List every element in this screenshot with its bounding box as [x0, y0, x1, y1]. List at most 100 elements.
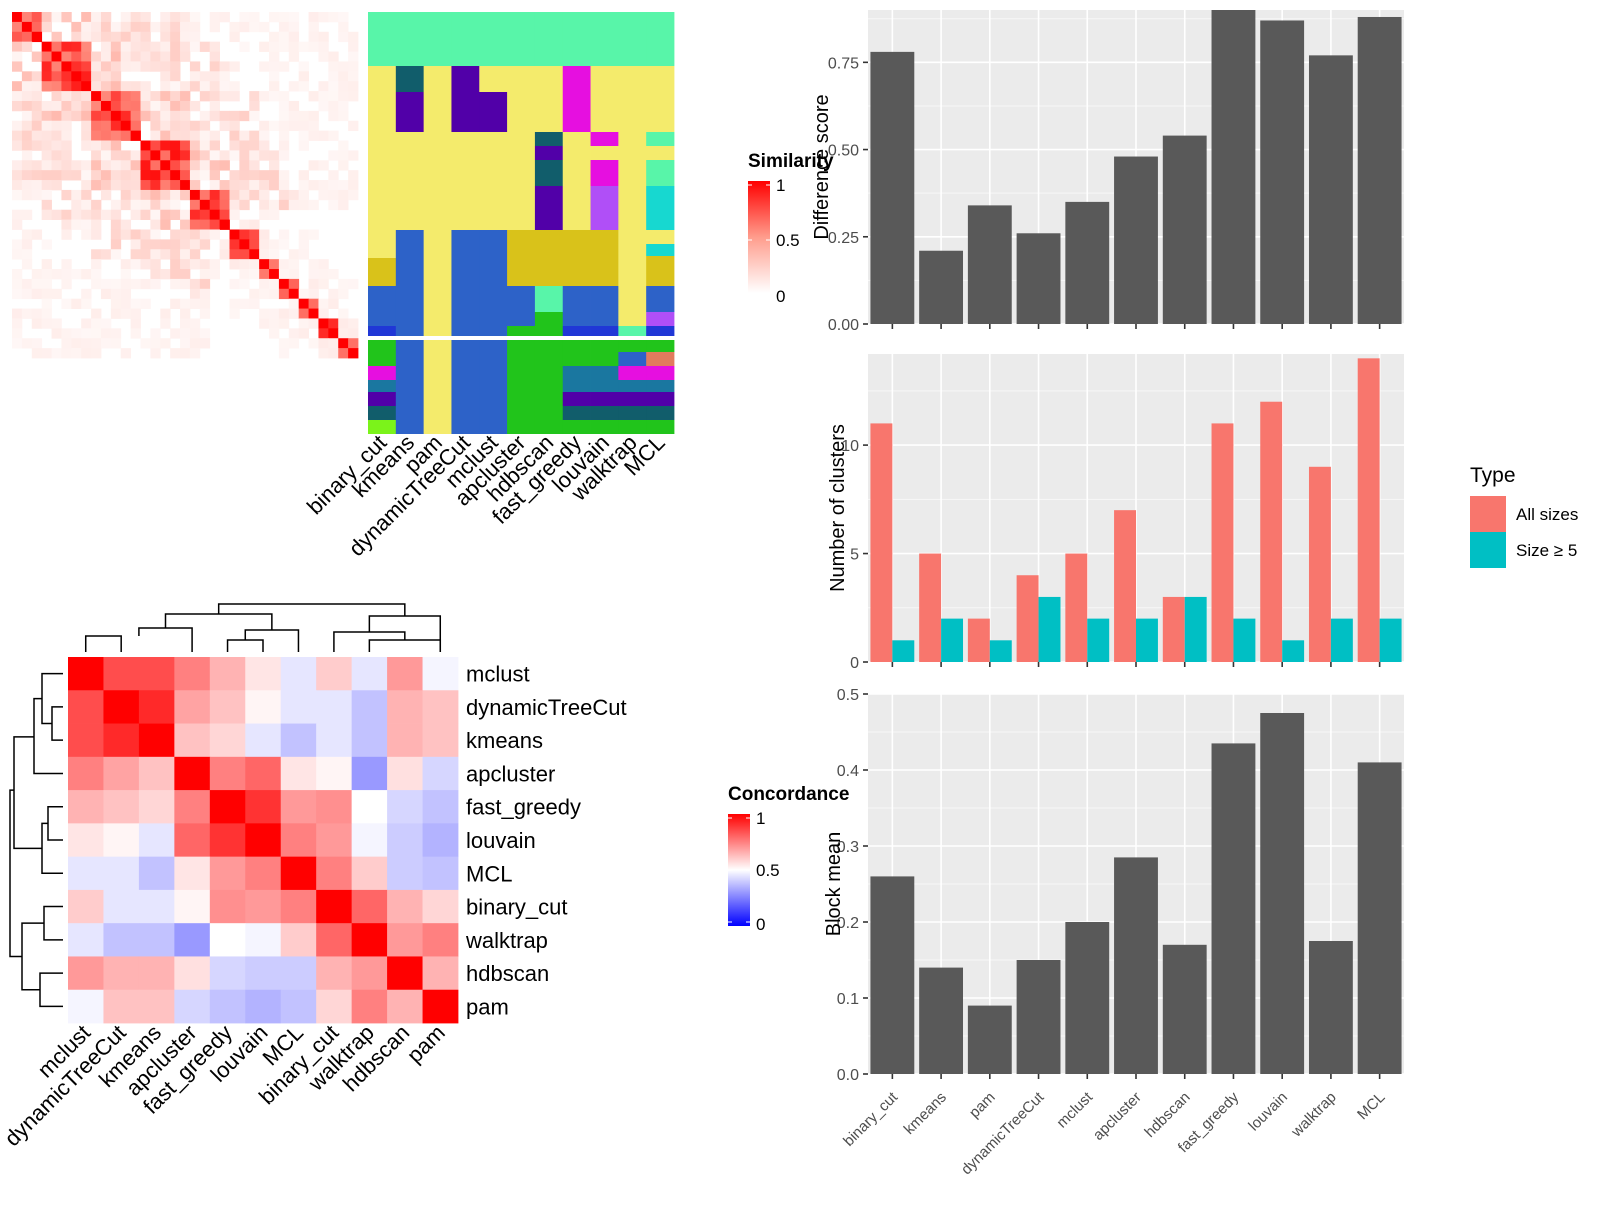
similarity-cell — [61, 120, 72, 132]
similarity-cell — [288, 298, 300, 309]
similarity-cell — [318, 278, 329, 290]
similarity-cell — [71, 328, 82, 339]
similarity-cell — [328, 100, 339, 112]
similarity-cell — [71, 219, 82, 230]
similarity-cell — [219, 199, 230, 211]
assignment-cell — [618, 66, 647, 326]
similarity-cell — [249, 140, 260, 151]
similarity-cell — [180, 91, 191, 102]
similarity-cell — [160, 91, 171, 102]
similarity-cell — [71, 170, 82, 181]
concordance-cell — [280, 989, 317, 1024]
concordance-cell — [138, 723, 175, 758]
similarity-cell — [209, 61, 220, 72]
similarity-cell — [120, 170, 132, 181]
similarity-cell — [91, 81, 102, 92]
bar-all-sizes — [1016, 575, 1039, 662]
y-axis-tick-label: 5 — [850, 547, 859, 564]
similarity-cell — [308, 41, 319, 52]
similarity-cell — [338, 308, 349, 319]
similarity-cell — [170, 140, 181, 151]
similarity-cell — [318, 160, 329, 171]
type-legend-title: Type — [1470, 464, 1516, 487]
similarity-cell — [338, 288, 349, 300]
similarity-cell — [120, 81, 132, 92]
similarity-cell — [269, 180, 280, 191]
similarity-cell — [100, 71, 112, 82]
similarity-cell — [150, 51, 161, 62]
similarity-cell — [61, 338, 72, 349]
similarity-cell — [41, 180, 52, 191]
similarity-cell — [269, 308, 280, 319]
similarity-cell — [170, 229, 181, 240]
assignment-cell — [368, 326, 397, 336]
assignment-cell — [507, 340, 536, 434]
concordance-cell — [209, 723, 246, 758]
similarity-cell — [278, 31, 290, 43]
similarity-cell — [51, 150, 62, 161]
similarity-cell — [31, 31, 43, 43]
similarity-cell — [259, 229, 270, 240]
concordance-cell — [209, 790, 246, 824]
similarity-cell — [180, 41, 191, 52]
similarity-cell — [180, 21, 191, 33]
similarity-cell — [110, 41, 122, 52]
similarity-cell — [180, 298, 191, 309]
similarity-cell — [91, 120, 102, 132]
assignment-cell — [618, 406, 647, 420]
concordance-cell — [209, 956, 246, 991]
concordance-cell — [387, 690, 423, 724]
concordance-cell — [422, 956, 459, 991]
similarity-cell — [140, 21, 151, 33]
similarity-cell — [140, 199, 151, 211]
similarity-cell — [239, 140, 250, 151]
bar — [1114, 857, 1158, 1074]
similarity-cell — [130, 160, 141, 171]
similarity-cell — [170, 160, 181, 171]
similarity-cell — [189, 130, 201, 141]
concordance-cell — [138, 657, 175, 691]
similarity-cell — [81, 41, 92, 52]
similarity-cell — [338, 348, 349, 359]
assignment-cell — [646, 312, 675, 326]
concordance-cell — [103, 690, 140, 724]
similarity-cell — [91, 318, 102, 329]
similarity-cell — [170, 100, 181, 112]
similarity-cell — [31, 140, 43, 151]
similarity-cell — [318, 308, 329, 319]
similarity-cell — [348, 51, 359, 62]
assignment-cell — [590, 392, 619, 406]
similarity-cell — [61, 269, 72, 280]
bar-size-5 — [1087, 618, 1110, 662]
similarity-cell — [31, 81, 43, 92]
similarity-cell — [229, 170, 240, 181]
similarity-cell — [100, 288, 112, 300]
concordance-cell — [387, 657, 423, 691]
similarity-cell — [199, 219, 211, 230]
similarity-cell — [199, 239, 211, 250]
assignment-cell — [590, 66, 619, 132]
similarity-cell — [21, 110, 33, 122]
x-axis-tick-label: louvain — [1245, 1089, 1291, 1135]
similarity-cell — [278, 229, 290, 240]
similarity-cell — [91, 150, 102, 161]
similarity-cell — [338, 110, 349, 122]
similarity-cell — [91, 229, 102, 240]
assignment-cell — [590, 230, 619, 286]
similarity-cell — [308, 91, 319, 102]
similarity-cell — [348, 348, 359, 359]
similarity-cell — [219, 239, 230, 250]
concordance-cell — [174, 823, 211, 858]
concordance-row-label: dynamicTreeCut — [466, 695, 627, 720]
similarity-cell — [81, 21, 92, 33]
similarity-cell — [12, 288, 23, 300]
similarity-cell — [100, 318, 112, 329]
similarity-cell — [12, 209, 23, 220]
y-axis-title: Difference score — [811, 94, 833, 239]
similarity-cell — [160, 189, 171, 201]
similarity-cell — [81, 71, 92, 82]
similarity-cell — [269, 288, 280, 300]
similarity-cell — [21, 209, 33, 220]
similarity-cell — [328, 130, 339, 141]
similarity-cell — [189, 298, 201, 309]
